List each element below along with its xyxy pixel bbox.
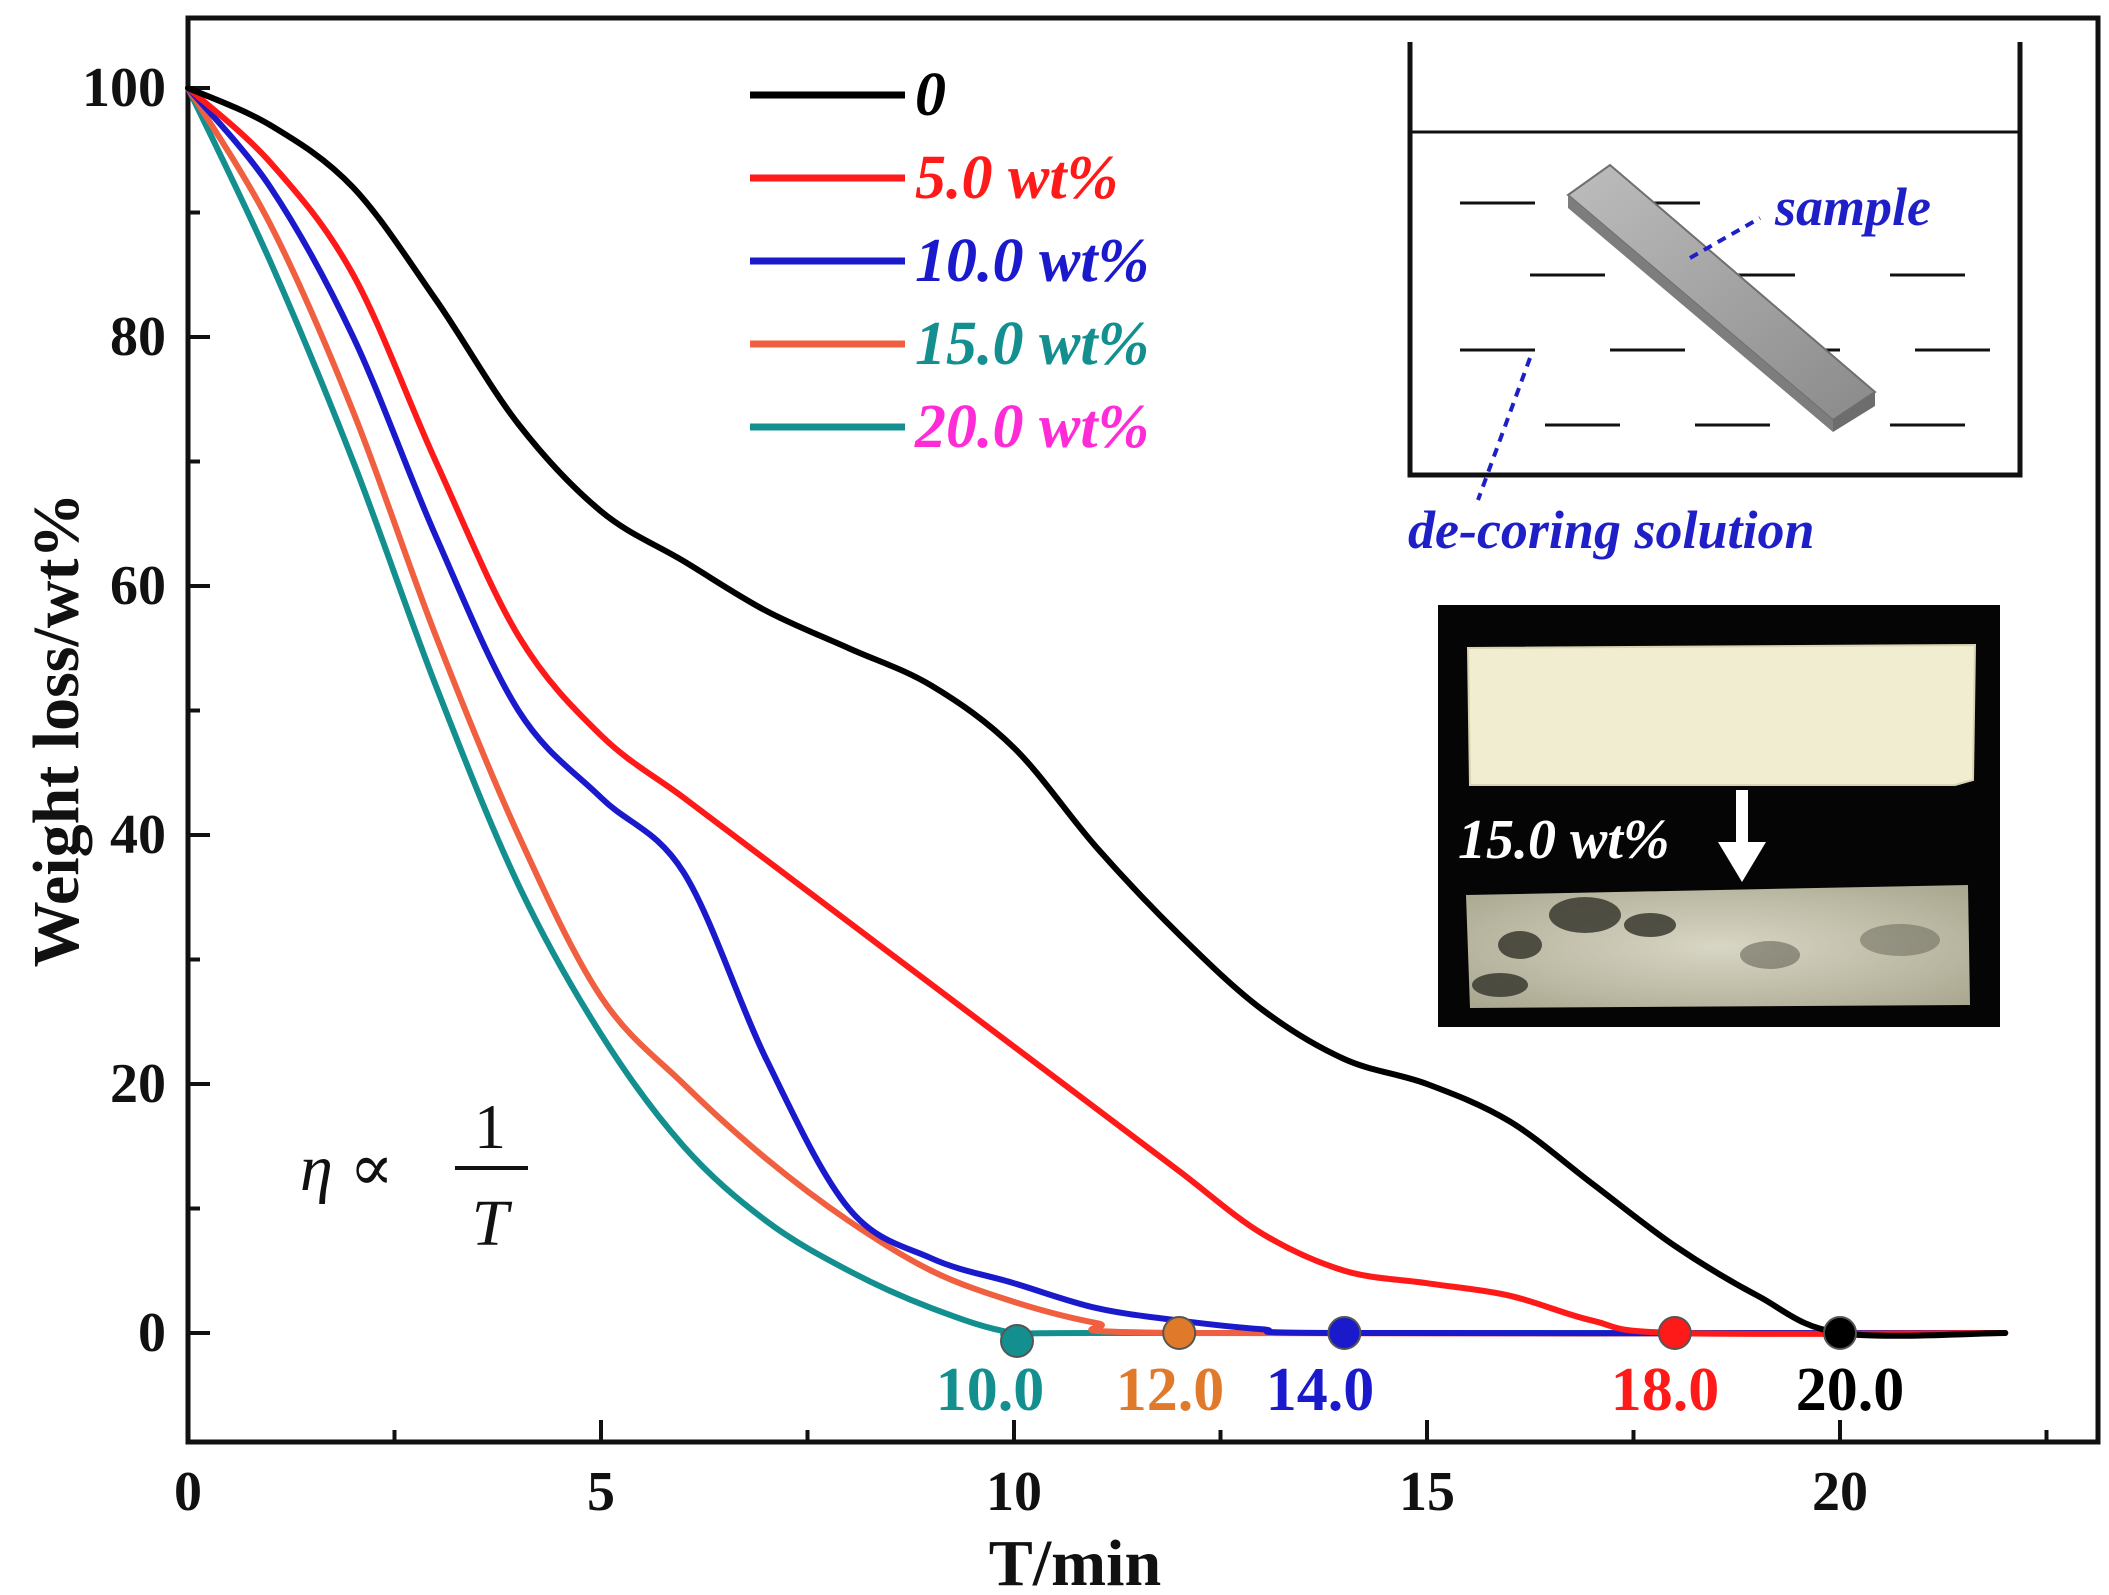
sample-pointer — [1689, 216, 1761, 260]
end-point-marker-4 — [1823, 1316, 1857, 1350]
photo-label: 15.0 wt% — [1458, 809, 1670, 871]
legend-label-2: 10.0 wt% — [915, 227, 1149, 295]
end-point-marker-0 — [1000, 1324, 1034, 1358]
sample-label: sample — [1774, 177, 1931, 237]
series-curves — [185, 85, 2009, 1339]
end-point-marker-3 — [1657, 1316, 1692, 1350]
inset-diagram: sample de-coring solution — [1407, 42, 2023, 560]
y-tick-label-0: 0 — [138, 1302, 166, 1364]
y-axis-title: Weight loss/wt% — [20, 493, 93, 968]
y-tick-label-100: 100 — [82, 57, 166, 119]
solution-pointer — [1476, 357, 1532, 501]
end-point-marker-2 — [1327, 1316, 1362, 1350]
x-tick-label-20: 20 — [1812, 1461, 1868, 1523]
x-tick-label-0: 0 — [174, 1461, 202, 1523]
formula-numerator: 1 — [474, 1091, 506, 1162]
formula-denominator: T — [472, 1187, 513, 1260]
legend-label-1: 5.0 wt% — [915, 144, 1118, 212]
solution-dashes — [1460, 201, 1990, 427]
end-point-label-1: 12.0 — [1116, 1356, 1225, 1424]
photo-arrow-head — [1718, 842, 1766, 882]
end-point-label-2: 14.0 — [1266, 1356, 1375, 1424]
inset-photo: 15.0 wt% — [1438, 605, 2000, 1027]
plot-frame — [185, 15, 2101, 1445]
x-axis-title: T/min — [989, 1527, 1161, 1595]
legend-label-3: 15.0 wt% — [915, 310, 1149, 378]
legend: 0 5.0 wt% 10.0 wt% 15.0 wt% 20.0 wt% — [750, 61, 1149, 461]
end-point-marker-1 — [1162, 1316, 1197, 1350]
end-points: 10.0 12.0 14.0 18.0 20.0 — [936, 1316, 1905, 1424]
series-line-3 — [185, 85, 2009, 1337]
solution-label: de-coring solution — [1408, 500, 1815, 560]
sample-before — [1466, 643, 1977, 786]
series-line-1 — [185, 85, 2009, 1337]
formula-symbol: η ∝ — [300, 1132, 394, 1205]
formula: η ∝ 1 T — [300, 1091, 528, 1260]
y-tick-label-20: 20 — [110, 1053, 166, 1115]
series-line-0 — [185, 85, 2009, 1339]
y-tick-label-80: 80 — [110, 306, 166, 368]
end-point-label-3: 18.0 — [1611, 1356, 1720, 1424]
legend-label-0: 0 — [915, 61, 946, 129]
legend-label-4: 20.0 wt% — [914, 393, 1149, 461]
x-tick-label-5: 5 — [587, 1461, 615, 1523]
x-tick-label-15: 15 — [1399, 1461, 1455, 1523]
end-point-label-0: 10.0 — [936, 1356, 1045, 1424]
beaker-outline — [1407, 42, 2023, 478]
y-tick-label-40: 40 — [110, 804, 166, 866]
sample-bar — [1566, 163, 1877, 432]
x-tick-label-10: 10 — [986, 1461, 1042, 1523]
y-tick-label-60: 60 — [110, 555, 166, 617]
sample-after-spots — [1472, 897, 1940, 997]
end-point-label-4: 20.0 — [1796, 1356, 1905, 1424]
series-line-2 — [185, 85, 2009, 1337]
